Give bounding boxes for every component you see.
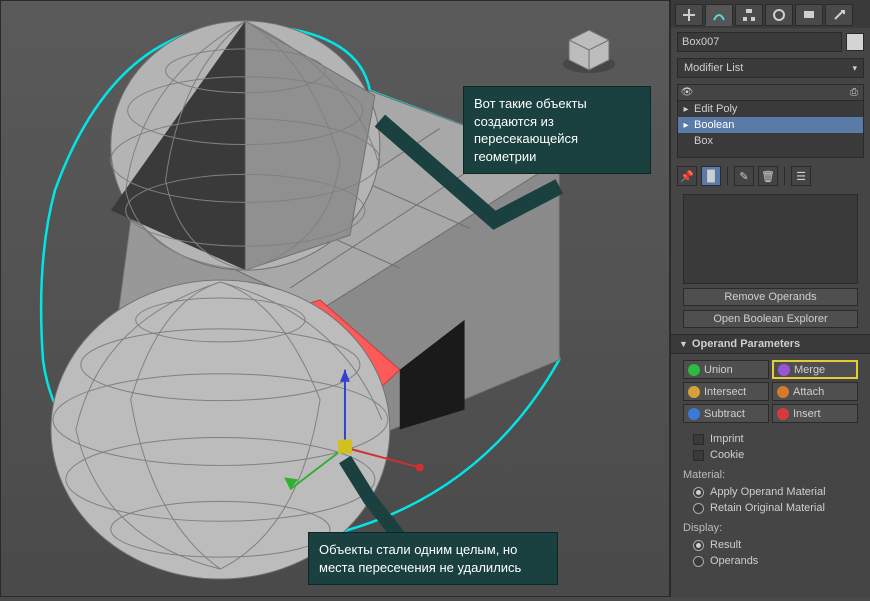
- checkbox-icon: [693, 450, 704, 461]
- attach-icon: [777, 386, 789, 398]
- open-boolean-explorer-button[interactable]: Open Boolean Explorer: [683, 310, 858, 328]
- motion-tab[interactable]: [765, 4, 793, 26]
- utilities-tab[interactable]: [825, 4, 853, 26]
- apply-operand-material-radio[interactable]: Apply Operand Material: [693, 484, 848, 500]
- stack-label: Boolean: [692, 119, 734, 131]
- viewport[interactable]: Вот такие объекты создаются из пересекаю…: [0, 0, 670, 597]
- rollout-title: Operand Parameters: [692, 338, 800, 350]
- retain-original-material-radio[interactable]: Retain Original Material: [693, 500, 848, 516]
- modify-tab[interactable]: [705, 4, 733, 26]
- stack-label: Box: [692, 135, 713, 147]
- radio-icon: [693, 503, 704, 514]
- callout-2: Объекты стали одним целым, но места пере…: [308, 532, 558, 585]
- mode-checkboxes: Imprint Cookie: [671, 429, 870, 465]
- viewcube[interactable]: [559, 26, 619, 76]
- stack-item-box[interactable]: Box: [678, 133, 863, 149]
- pin-icon[interactable]: ⎙: [847, 87, 861, 98]
- stack-label: Edit Poly: [692, 103, 737, 115]
- hierarchy-tab[interactable]: [735, 4, 763, 26]
- op-attach[interactable]: Attach: [772, 382, 858, 401]
- remove-operands-button[interactable]: Remove Operands: [683, 288, 858, 306]
- display-tab[interactable]: [795, 4, 823, 26]
- checkbox-icon: [693, 434, 704, 445]
- radio-icon: [693, 487, 704, 498]
- material-label: Material:: [671, 465, 870, 482]
- command-panel: Modifier List 👁 ⎙ ▸ Edit Poly ▸ Boolean …: [670, 0, 870, 597]
- op-subtract[interactable]: Subtract: [683, 404, 769, 423]
- stack-header: 👁 ⎙: [678, 85, 863, 101]
- merge-icon: [778, 364, 790, 376]
- modifier-list-label: Modifier List: [684, 62, 743, 74]
- create-tab[interactable]: [675, 4, 703, 26]
- display-result-radio[interactable]: Result: [693, 537, 848, 553]
- callout-1: Вот такие объекты создаются из пересекаю…: [463, 86, 651, 174]
- material-radios: Apply Operand Material Retain Original M…: [671, 482, 870, 518]
- object-name-input[interactable]: [677, 32, 842, 52]
- display-radios: Result Operands: [671, 535, 870, 571]
- display-operands-radio[interactable]: Operands: [693, 553, 848, 569]
- modifier-list-dropdown[interactable]: Modifier List: [677, 58, 864, 78]
- operand-preview: [683, 194, 858, 284]
- imprint-checkbox[interactable]: Imprint: [693, 431, 848, 447]
- op-union[interactable]: Union: [683, 360, 769, 379]
- visibility-icon[interactable]: 👁: [680, 87, 694, 98]
- intersect-icon: [688, 386, 700, 398]
- modifier-stack[interactable]: 👁 ⎙ ▸ Edit Poly ▸ Boolean Box: [677, 84, 864, 158]
- command-panel-tabs: [671, 0, 870, 28]
- radio-icon: [693, 556, 704, 567]
- union-icon: [688, 364, 700, 376]
- display-label: Display:: [671, 518, 870, 535]
- op-insert[interactable]: Insert: [772, 404, 858, 423]
- make-unique-icon[interactable]: ✎: [734, 166, 754, 186]
- stack-item-boolean[interactable]: ▸ Boolean: [678, 117, 863, 133]
- stack-item-edit-poly[interactable]: ▸ Edit Poly: [678, 101, 863, 117]
- insert-icon: [777, 408, 789, 420]
- upper-sphere: [111, 21, 380, 270]
- object-color-swatch[interactable]: [846, 33, 864, 51]
- callout-2-text: Объекты стали одним целым, но места пере…: [319, 542, 521, 575]
- rollout-operand-parameters[interactable]: ▼ Operand Parameters: [671, 334, 870, 354]
- pin-stack-icon[interactable]: 📌: [677, 166, 697, 186]
- subtract-icon: [688, 408, 700, 420]
- op-intersect[interactable]: Intersect: [683, 382, 769, 401]
- show-end-result-icon[interactable]: [701, 166, 721, 186]
- configure-sets-icon[interactable]: ☰: [791, 166, 811, 186]
- expand-icon[interactable]: ▸: [680, 120, 692, 131]
- expand-icon[interactable]: ▸: [680, 104, 692, 115]
- operation-buttons: Union Merge Intersect Attach Subtract In…: [671, 354, 870, 429]
- rollout-toggle-icon: ▼: [679, 339, 688, 349]
- remove-modifier-icon[interactable]: 🗑: [758, 166, 778, 186]
- op-merge[interactable]: Merge: [772, 360, 858, 379]
- stack-tools: 📌 ✎ 🗑 ☰: [671, 160, 870, 192]
- cookie-checkbox[interactable]: Cookie: [693, 447, 848, 463]
- radio-icon: [693, 540, 704, 551]
- callout-1-text: Вот такие объекты создаются из пересекаю…: [474, 96, 587, 164]
